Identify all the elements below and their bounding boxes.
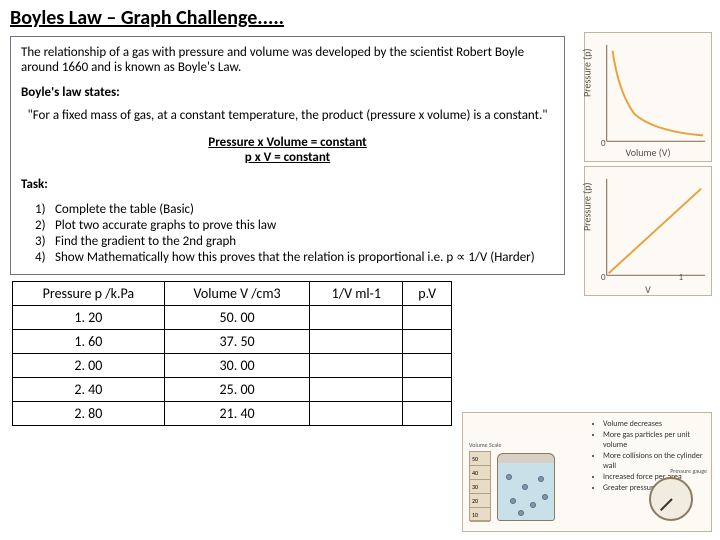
table-cell: 25. 00: [164, 378, 310, 402]
molecule-icon: [542, 494, 548, 500]
molecule-icon: [518, 510, 524, 516]
law-quote: "For a fixed mass of gas, at a constant …: [25, 108, 550, 123]
y-axis-label: Pressure (p): [581, 183, 594, 231]
x-axis-label: Volume (V): [625, 146, 670, 159]
task-text: Complete the table (Basic): [55, 202, 194, 217]
task-text: Plot two accurate graphs to prove this l…: [55, 218, 276, 233]
origin-label: 0: [601, 138, 606, 149]
molecule-icon: [506, 474, 512, 480]
molecule-icon: [522, 484, 528, 490]
table-cell: [403, 378, 452, 402]
table-header-row: Pressure p /k.Pa Volume V /cm3 1/V ml-1 …: [13, 282, 452, 306]
table-row: 2. 4025. 00: [13, 378, 452, 402]
col-volume: Volume V /cm3: [164, 282, 310, 306]
p-inverse-v-graph: Pressure (p) 1 V 0: [584, 166, 712, 296]
molecule-icon: [538, 476, 544, 482]
col-pressure: Pressure p /k.Pa: [13, 282, 165, 306]
table-row: 1. 2050. 00: [13, 306, 452, 330]
table-row: 2. 8021. 40: [13, 402, 452, 426]
formula-line-2: p x V = constant: [245, 150, 330, 165]
molecule-icon: [530, 502, 536, 508]
table-cell: 1. 60: [13, 330, 165, 354]
table-cell: 37. 50: [164, 330, 310, 354]
task-text: Show Mathematically how this proves that…: [55, 250, 535, 265]
table-cell: 2. 80: [13, 402, 165, 426]
task-text: Find the gradient to the 2nd graph: [55, 234, 236, 249]
table-cell: [403, 354, 452, 378]
y-axis-label: Pressure (p): [581, 49, 594, 97]
table-cell: 50. 00: [164, 306, 310, 330]
scale-tick: 10: [470, 508, 490, 522]
cylinder-area: Volume Scale 50 40 30 20 10: [469, 445, 579, 525]
table-cell: [310, 330, 403, 354]
table-cell: [310, 354, 403, 378]
scale-label: Volume Scale: [469, 441, 501, 449]
gauge-label: Pressure gauge: [670, 467, 707, 475]
side-graphs: Pressure (p) Volume (V) 0 Pressure (p) 1…: [584, 32, 714, 300]
table-row: 2. 0030. 00: [13, 354, 452, 378]
page-title: Boyles Law – Graph Challenge.....: [0, 0, 720, 32]
table-cell: [310, 378, 403, 402]
origin-label: 0: [601, 272, 606, 283]
x-axis-label: V: [645, 283, 651, 296]
task-item: 2)Plot two accurate graphs to prove this…: [35, 218, 554, 233]
table-cell: [403, 306, 452, 330]
scale-tick: 40: [470, 466, 490, 480]
table-cell: 2. 00: [13, 354, 165, 378]
curve-1: [613, 51, 704, 136]
gas-cylinder: [497, 453, 555, 521]
scale-tick: 30: [470, 480, 490, 494]
content-box: The relationship of a gas with pressure …: [10, 36, 565, 275]
volume-scale: 50 40 30 20 10: [469, 451, 491, 521]
task-list: 1)Complete the table (Basic) 2)Plot two …: [35, 202, 554, 265]
col-pv: p.V: [403, 282, 452, 306]
molecule-icon: [510, 498, 516, 504]
formula-line-1: Pressure x Volume = constant: [208, 135, 366, 150]
x-one-label: 1: [678, 272, 683, 283]
pv-curve-graph: Pressure (p) Volume (V) 0: [584, 32, 712, 162]
linear-line: [609, 189, 702, 274]
task-item: 4)Show Mathematically how this proves th…: [35, 250, 554, 265]
table-cell: [403, 330, 452, 354]
table-cell: 1. 20: [13, 306, 165, 330]
task-item: 3)Find the gradient to the 2nd graph: [35, 234, 554, 249]
task-label: Task:: [21, 177, 554, 192]
states-label: Boyle's law states:: [21, 85, 554, 100]
bullet-item: More gas particles per unit volume: [603, 430, 705, 450]
pressure-gauge-icon: [649, 477, 693, 521]
table-body: 1. 2050. 001. 6037. 502. 0030. 002. 4025…: [13, 306, 452, 426]
intro-text: The relationship of a gas with pressure …: [21, 45, 554, 75]
diagram-bullets: Volume decreases More gas particles per …: [589, 415, 709, 494]
col-inverse-v: 1/V ml-1: [310, 282, 403, 306]
cylinder-diagram: Volume decreases More gas particles per …: [462, 412, 712, 532]
bullet-item: Volume decreases: [603, 419, 705, 429]
table-cell: [310, 402, 403, 426]
task-item: 1)Complete the table (Basic): [35, 202, 554, 217]
table-cell: 21. 40: [164, 402, 310, 426]
table-row: 1. 6037. 50: [13, 330, 452, 354]
table-cell: [310, 306, 403, 330]
table-cell: [403, 402, 452, 426]
table-cell: 30. 00: [164, 354, 310, 378]
table-cell: 2. 40: [13, 378, 165, 402]
data-table: Pressure p /k.Pa Volume V /cm3 1/V ml-1 …: [12, 281, 452, 426]
formula: Pressure x Volume = constant p x V = con…: [21, 135, 554, 165]
scale-tick: 50: [470, 452, 490, 466]
scale-tick: 20: [470, 494, 490, 508]
